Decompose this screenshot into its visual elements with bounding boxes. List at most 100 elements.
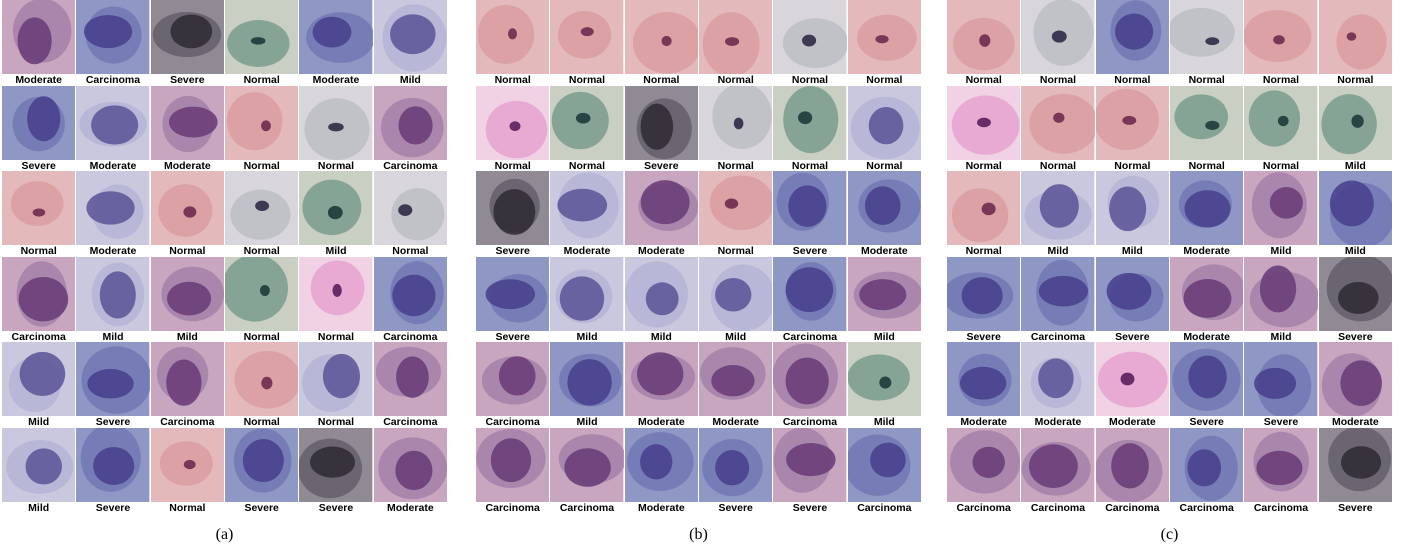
cell-micrograph xyxy=(476,171,550,245)
grid-cell: Normal xyxy=(225,0,299,86)
cell-micrograph xyxy=(624,171,698,245)
grid-cell: Mild xyxy=(1318,171,1392,257)
cell-micrograph xyxy=(550,427,624,502)
grid-cell: Severe xyxy=(1095,256,1169,343)
cell-micrograph xyxy=(1170,0,1244,74)
cell-image xyxy=(947,427,1021,502)
cell-image xyxy=(773,85,847,160)
cell-micrograph xyxy=(373,256,447,331)
cell-image xyxy=(1095,0,1169,74)
cell-image xyxy=(847,342,921,416)
cell-image xyxy=(476,256,550,331)
grid-cell: Normal xyxy=(699,85,773,172)
cell-image xyxy=(373,342,447,416)
cell-micrograph xyxy=(225,171,299,245)
class-label: Normal xyxy=(392,245,429,257)
cell-image xyxy=(1021,256,1095,331)
cell-image xyxy=(773,342,847,416)
grid-cell: Severe xyxy=(947,256,1021,343)
cell-micrograph xyxy=(1170,256,1244,331)
cell-micrograph xyxy=(947,342,1021,416)
cell-micrograph xyxy=(847,171,921,245)
class-label: Mild xyxy=(873,416,895,428)
grid-cell: Normal xyxy=(299,342,373,428)
grid-cell: Moderate xyxy=(624,342,698,428)
class-label: Mild xyxy=(28,416,50,428)
cell-micrograph xyxy=(373,427,447,502)
class-label: Moderate xyxy=(960,416,1007,428)
class-label: Carcinoma xyxy=(85,74,141,86)
cell-image xyxy=(299,427,373,502)
grid-cell: Severe xyxy=(2,85,76,172)
cell-micrograph xyxy=(773,342,847,416)
class-label: Mild xyxy=(1344,159,1366,172)
cell-micrograph xyxy=(699,427,773,502)
grid-cell: Normal xyxy=(1244,0,1318,86)
class-label: Mild xyxy=(28,501,50,514)
cell-image xyxy=(773,171,847,245)
cell-image xyxy=(773,0,847,74)
cell-image xyxy=(225,0,299,74)
grid-cell: Moderate xyxy=(699,342,773,428)
grid-cell: Mild xyxy=(550,342,624,428)
grid-cell: Moderate xyxy=(847,171,921,257)
cell-image xyxy=(550,171,624,245)
cell-image xyxy=(2,85,76,160)
cell-image xyxy=(1170,342,1244,416)
cell-micrograph xyxy=(947,427,1021,502)
cell-micrograph xyxy=(225,0,299,74)
grid-cell: Carcinoma xyxy=(1244,427,1318,514)
class-label: Severe xyxy=(495,330,530,343)
grid-cell: Normal xyxy=(947,0,1021,86)
cell-micrograph xyxy=(1170,342,1244,416)
cell-micrograph xyxy=(476,342,550,416)
cell-image xyxy=(1244,0,1318,74)
cell-image xyxy=(2,0,76,74)
grid-cell: Normal xyxy=(1095,0,1169,86)
cell-image xyxy=(1318,171,1392,245)
cell-image xyxy=(2,256,76,331)
cell-image xyxy=(476,0,550,74)
image-grid: Normal Normal Normal Normal Normal Normal Norm… xyxy=(947,0,1392,514)
cell-micrograph xyxy=(1244,342,1318,416)
cell-micrograph xyxy=(76,85,150,160)
image-grid: Moderate Carcinoma Severe Normal Moderate Mil… xyxy=(2,0,447,514)
class-label: Normal xyxy=(965,74,1002,86)
cell-image xyxy=(1318,85,1392,160)
grid-cell: Normal xyxy=(773,85,847,172)
class-label: Severe xyxy=(170,74,205,86)
class-label: Severe xyxy=(95,501,131,514)
class-label: Severe xyxy=(792,245,828,257)
cell-micrograph xyxy=(1318,0,1392,74)
cell-image xyxy=(1244,85,1318,160)
grid-cell: Moderate xyxy=(299,0,373,86)
cell-image xyxy=(550,342,624,416)
grid-cell: Normal xyxy=(624,0,698,86)
cell-micrograph xyxy=(476,427,550,502)
cell-image xyxy=(1021,342,1095,416)
cell-micrograph xyxy=(1021,85,1095,160)
cell-micrograph xyxy=(225,256,299,331)
cell-image xyxy=(1095,171,1169,245)
grid-cell: Mild xyxy=(699,256,773,343)
grid-cell: Normal xyxy=(1021,85,1095,172)
grid-cell: Severe xyxy=(1318,427,1392,514)
cell-micrograph xyxy=(2,427,76,502)
class-label: Carcinoma xyxy=(1030,501,1086,514)
cell-micrograph xyxy=(1095,171,1169,245)
class-label: Moderate xyxy=(1108,416,1156,428)
grid-cell: Normal xyxy=(947,171,1021,257)
cell-micrograph xyxy=(76,342,150,416)
class-label: Carcinoma xyxy=(485,416,540,428)
class-label: Normal xyxy=(169,245,206,257)
class-label: Moderate xyxy=(712,416,759,428)
grid-cell: Moderate xyxy=(947,342,1021,428)
cell-image xyxy=(373,0,447,74)
class-label: Normal xyxy=(643,74,680,86)
cell-image xyxy=(1318,0,1392,74)
cell-micrograph xyxy=(373,171,447,245)
grid-cell: Mild xyxy=(1244,171,1318,257)
grid-cell: Mild xyxy=(1095,171,1169,257)
cell-image xyxy=(150,256,224,331)
cell-micrograph xyxy=(150,85,224,160)
